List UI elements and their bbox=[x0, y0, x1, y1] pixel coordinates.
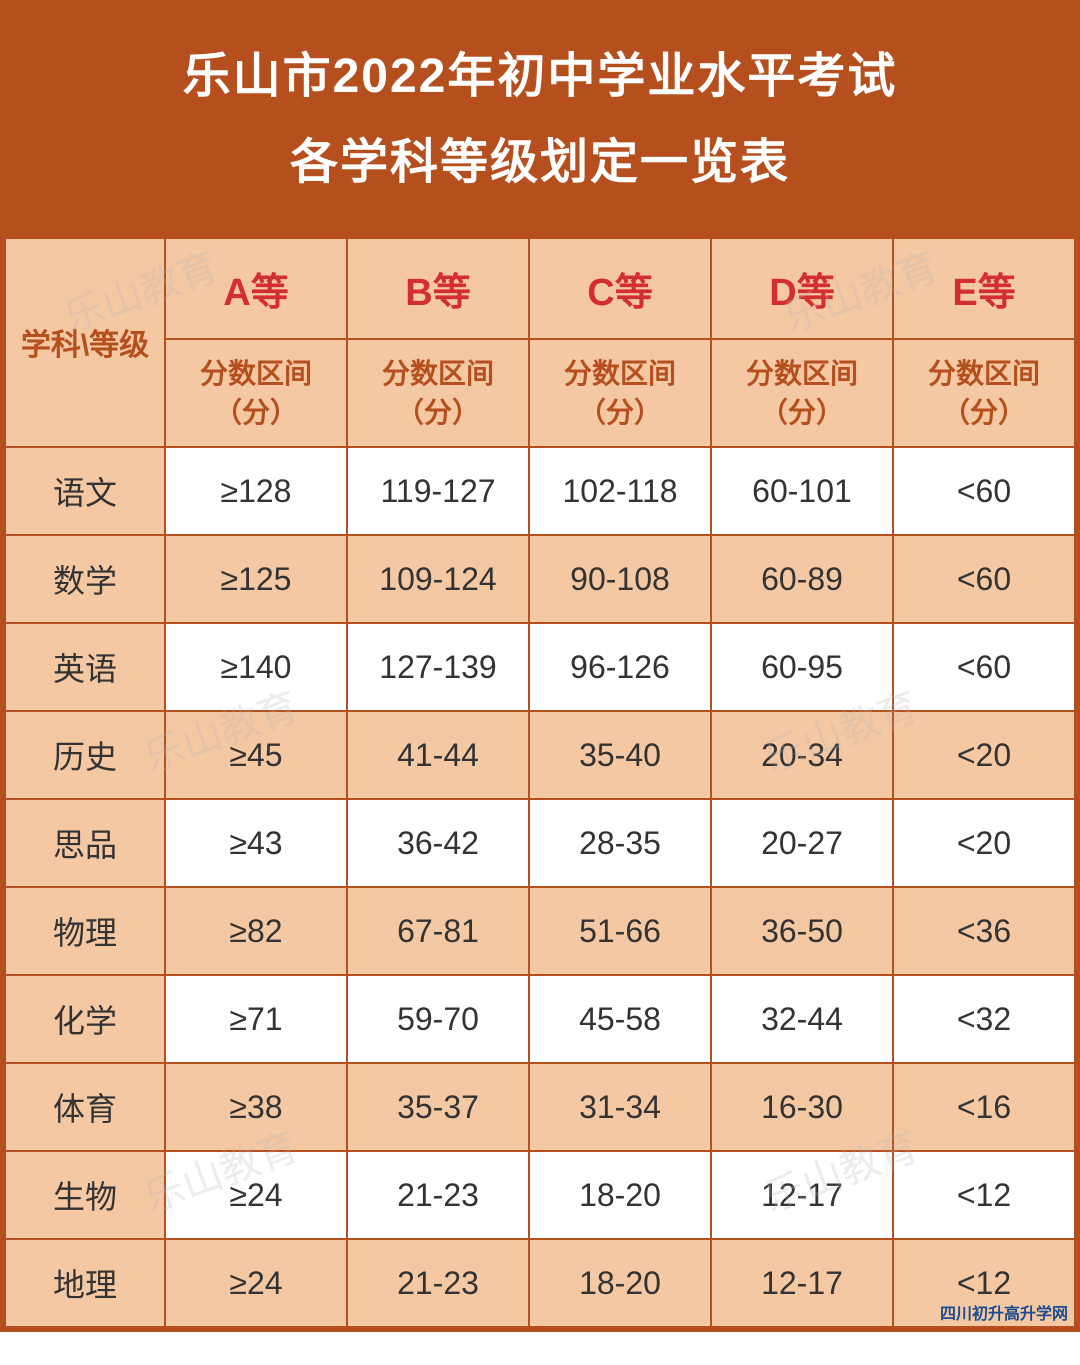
score-cell: <20 bbox=[893, 799, 1075, 887]
table-row: 语文≥128119-127102-11860-101<60 bbox=[5, 447, 1075, 535]
subject-cell: 化学 bbox=[5, 975, 165, 1063]
subject-cell: 地理 bbox=[5, 1239, 165, 1327]
score-cell: <60 bbox=[893, 535, 1075, 623]
table-row: 英语≥140127-13996-12660-95<60 bbox=[5, 623, 1075, 711]
grade-header-e: E等 bbox=[893, 238, 1075, 339]
score-cell: <12 bbox=[893, 1151, 1075, 1239]
score-cell: ≥45 bbox=[165, 711, 347, 799]
score-cell: <16 bbox=[893, 1063, 1075, 1151]
score-cell: ≥71 bbox=[165, 975, 347, 1063]
grade-table: 学科\等级 A等 B等 C等 D等 E等 分数区间（分） 分数区间（分） 分数区… bbox=[4, 237, 1076, 1328]
score-cell: <32 bbox=[893, 975, 1075, 1063]
grade-header-b: B等 bbox=[347, 238, 529, 339]
title-section: 乐山市2022年初中学业水平考试 各学科等级划定一览表 bbox=[4, 4, 1076, 237]
subject-cell: 思品 bbox=[5, 799, 165, 887]
score-cell: 67-81 bbox=[347, 887, 529, 975]
score-cell: 45-58 bbox=[529, 975, 711, 1063]
score-cell: 60-95 bbox=[711, 623, 893, 711]
score-cell: 59-70 bbox=[347, 975, 529, 1063]
score-cell: 35-37 bbox=[347, 1063, 529, 1151]
subject-cell: 生物 bbox=[5, 1151, 165, 1239]
subject-cell: 物理 bbox=[5, 887, 165, 975]
score-cell: 12-17 bbox=[711, 1239, 893, 1327]
subject-cell: 数学 bbox=[5, 535, 165, 623]
header-row-sub: 分数区间（分） 分数区间（分） 分数区间（分） 分数区间（分） 分数区间（分） bbox=[5, 339, 1075, 447]
score-cell: <60 bbox=[893, 623, 1075, 711]
table-row: 物理≥8267-8151-6636-50<36 bbox=[5, 887, 1075, 975]
sub-header-b: 分数区间（分） bbox=[347, 339, 529, 447]
grade-header-d: D等 bbox=[711, 238, 893, 339]
score-cell: 28-35 bbox=[529, 799, 711, 887]
score-cell: 32-44 bbox=[711, 975, 893, 1063]
table-body: 语文≥128119-127102-11860-101<60数学≥125109-1… bbox=[5, 447, 1075, 1327]
score-cell: 21-23 bbox=[347, 1151, 529, 1239]
score-cell: 36-42 bbox=[347, 799, 529, 887]
score-cell: ≥128 bbox=[165, 447, 347, 535]
score-cell: ≥38 bbox=[165, 1063, 347, 1151]
grade-header-c: C等 bbox=[529, 238, 711, 339]
score-cell: ≥43 bbox=[165, 799, 347, 887]
score-cell: 31-34 bbox=[529, 1063, 711, 1151]
subject-cell: 体育 bbox=[5, 1063, 165, 1151]
sub-header-c: 分数区间（分） bbox=[529, 339, 711, 447]
score-cell: 90-108 bbox=[529, 535, 711, 623]
sub-header-e: 分数区间（分） bbox=[893, 339, 1075, 447]
score-cell: 60-89 bbox=[711, 535, 893, 623]
score-cell: ≥24 bbox=[165, 1151, 347, 1239]
score-cell: ≥140 bbox=[165, 623, 347, 711]
score-cell: 18-20 bbox=[529, 1239, 711, 1327]
table-row: 化学≥7159-7045-5832-44<32 bbox=[5, 975, 1075, 1063]
score-cell: 35-40 bbox=[529, 711, 711, 799]
score-cell: <36 bbox=[893, 887, 1075, 975]
score-cell: 127-139 bbox=[347, 623, 529, 711]
row-header-label: 学科\等级 bbox=[5, 238, 165, 447]
grade-table-container: 乐山市2022年初中学业水平考试 各学科等级划定一览表 学科\等级 A等 B等 … bbox=[0, 0, 1080, 1332]
table-row: 地理≥2421-2318-2012-17<12 bbox=[5, 1239, 1075, 1327]
score-cell: 51-66 bbox=[529, 887, 711, 975]
score-cell: 41-44 bbox=[347, 711, 529, 799]
table-row: 思品≥4336-4228-3520-27<20 bbox=[5, 799, 1075, 887]
header-row-grades: 学科\等级 A等 B等 C等 D等 E等 bbox=[5, 238, 1075, 339]
score-cell: 16-30 bbox=[711, 1063, 893, 1151]
sub-header-a: 分数区间（分） bbox=[165, 339, 347, 447]
score-cell: <20 bbox=[893, 711, 1075, 799]
logo-text: 四川初升高升学网 bbox=[940, 1300, 1068, 1324]
table-row: 体育≥3835-3731-3416-30<16 bbox=[5, 1063, 1075, 1151]
score-cell: ≥24 bbox=[165, 1239, 347, 1327]
score-cell: 20-34 bbox=[711, 711, 893, 799]
subject-cell: 历史 bbox=[5, 711, 165, 799]
score-cell: 119-127 bbox=[347, 447, 529, 535]
table-row: 数学≥125109-12490-10860-89<60 bbox=[5, 535, 1075, 623]
score-cell: 109-124 bbox=[347, 535, 529, 623]
sub-header-d: 分数区间（分） bbox=[711, 339, 893, 447]
score-cell: 60-101 bbox=[711, 447, 893, 535]
score-cell: 96-126 bbox=[529, 623, 711, 711]
score-cell: 102-118 bbox=[529, 447, 711, 535]
score-cell: ≥82 bbox=[165, 887, 347, 975]
subject-cell: 语文 bbox=[5, 447, 165, 535]
table-row: 历史≥4541-4435-4020-34<20 bbox=[5, 711, 1075, 799]
subject-cell: 英语 bbox=[5, 623, 165, 711]
score-cell: ≥125 bbox=[165, 535, 347, 623]
score-cell: 21-23 bbox=[347, 1239, 529, 1327]
score-cell: 18-20 bbox=[529, 1151, 711, 1239]
score-cell: 36-50 bbox=[711, 887, 893, 975]
grade-header-a: A等 bbox=[165, 238, 347, 339]
title-line2: 各学科等级划定一览表 bbox=[24, 120, 1056, 206]
title-line1: 乐山市2022年初中学业水平考试 bbox=[24, 34, 1056, 120]
table-row: 生物≥2421-2318-2012-17<12 bbox=[5, 1151, 1075, 1239]
score-cell: 20-27 bbox=[711, 799, 893, 887]
score-cell: 12-17 bbox=[711, 1151, 893, 1239]
score-cell: <60 bbox=[893, 447, 1075, 535]
